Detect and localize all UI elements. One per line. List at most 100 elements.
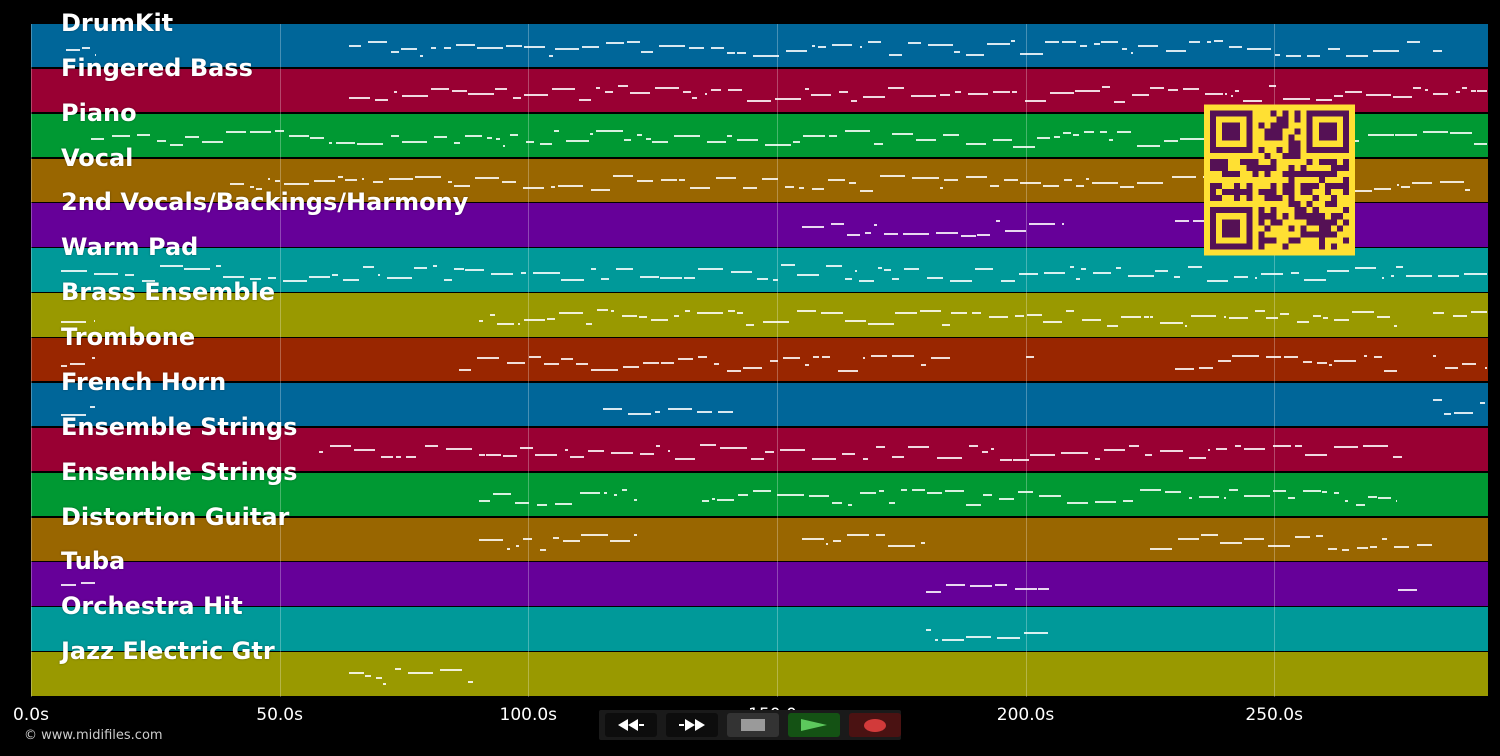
note [726, 51, 735, 54]
note [468, 681, 473, 684]
record-button[interactable] [849, 713, 901, 737]
note [552, 87, 575, 90]
note [971, 312, 981, 315]
note [941, 639, 965, 642]
note [937, 456, 963, 459]
note [380, 456, 393, 459]
track-lane[interactable] [31, 607, 1488, 651]
note [1354, 139, 1360, 142]
note [523, 318, 545, 321]
note [639, 315, 648, 318]
note [1234, 89, 1240, 92]
note [1255, 310, 1265, 313]
note [811, 187, 824, 190]
fast-forward-button[interactable] [666, 713, 718, 737]
note [407, 672, 433, 675]
note [216, 264, 221, 267]
track-name: Tuba [61, 547, 126, 576]
time-tick-label: 200.0s [996, 705, 1055, 725]
note [1393, 455, 1403, 458]
note [610, 540, 630, 543]
track-lane[interactable] [31, 562, 1488, 606]
time-tick-label: 100.0s [499, 705, 558, 725]
track-lane[interactable] [31, 248, 1488, 292]
note [558, 312, 584, 315]
note [1011, 90, 1018, 93]
note [1413, 86, 1422, 89]
note [1433, 311, 1445, 314]
note [640, 276, 659, 279]
note [453, 184, 471, 187]
note [799, 187, 804, 190]
note [1104, 448, 1126, 451]
grid-line [31, 24, 32, 697]
rewind-button[interactable] [605, 713, 657, 737]
track-name: Trombone [61, 323, 196, 352]
note [1131, 52, 1134, 55]
transport-controls [599, 710, 901, 740]
track-lane[interactable] [31, 382, 1488, 427]
note [974, 267, 994, 270]
note [1094, 42, 1100, 45]
note [674, 314, 680, 317]
note [1223, 315, 1226, 318]
note [875, 445, 885, 448]
note [565, 449, 568, 452]
note [477, 357, 499, 360]
track-lane[interactable] [31, 472, 1488, 517]
note [667, 449, 671, 452]
note [727, 369, 741, 372]
note [1393, 96, 1413, 99]
note [495, 87, 507, 90]
track-lane[interactable] [31, 338, 1488, 382]
play-button[interactable] [788, 713, 840, 737]
note [988, 316, 1009, 319]
note [1244, 495, 1270, 498]
note [679, 179, 685, 182]
note [919, 310, 942, 313]
note [990, 447, 995, 450]
note [478, 499, 491, 502]
note [1075, 184, 1084, 187]
note [965, 636, 992, 639]
note [1383, 369, 1398, 372]
note [1363, 354, 1368, 357]
note [1168, 88, 1179, 91]
note [926, 628, 932, 631]
note [582, 46, 600, 49]
note [1235, 445, 1242, 448]
note [1246, 48, 1272, 51]
note [1100, 130, 1107, 133]
note [1267, 544, 1291, 547]
note [801, 225, 825, 228]
note [430, 87, 450, 90]
note [689, 47, 704, 50]
note [495, 138, 500, 141]
track-lane[interactable] [31, 652, 1488, 696]
note [453, 142, 460, 145]
note [372, 181, 384, 184]
note [1368, 495, 1378, 498]
track-lane[interactable] [31, 24, 1488, 68]
note [811, 457, 836, 460]
note [93, 272, 119, 275]
note [1440, 181, 1464, 184]
note [332, 273, 338, 276]
note [892, 278, 899, 281]
note [1121, 315, 1141, 318]
note [825, 265, 843, 268]
note [600, 278, 610, 281]
track-lane[interactable] [31, 293, 1488, 337]
note [615, 268, 634, 271]
note [655, 86, 680, 89]
note [1283, 356, 1298, 359]
note [944, 179, 958, 182]
note [736, 52, 746, 55]
note [989, 184, 1000, 187]
note [546, 318, 556, 321]
note [349, 44, 362, 47]
note [655, 410, 661, 413]
note [894, 312, 918, 315]
note [512, 96, 521, 99]
stop-button[interactable] [727, 713, 779, 737]
